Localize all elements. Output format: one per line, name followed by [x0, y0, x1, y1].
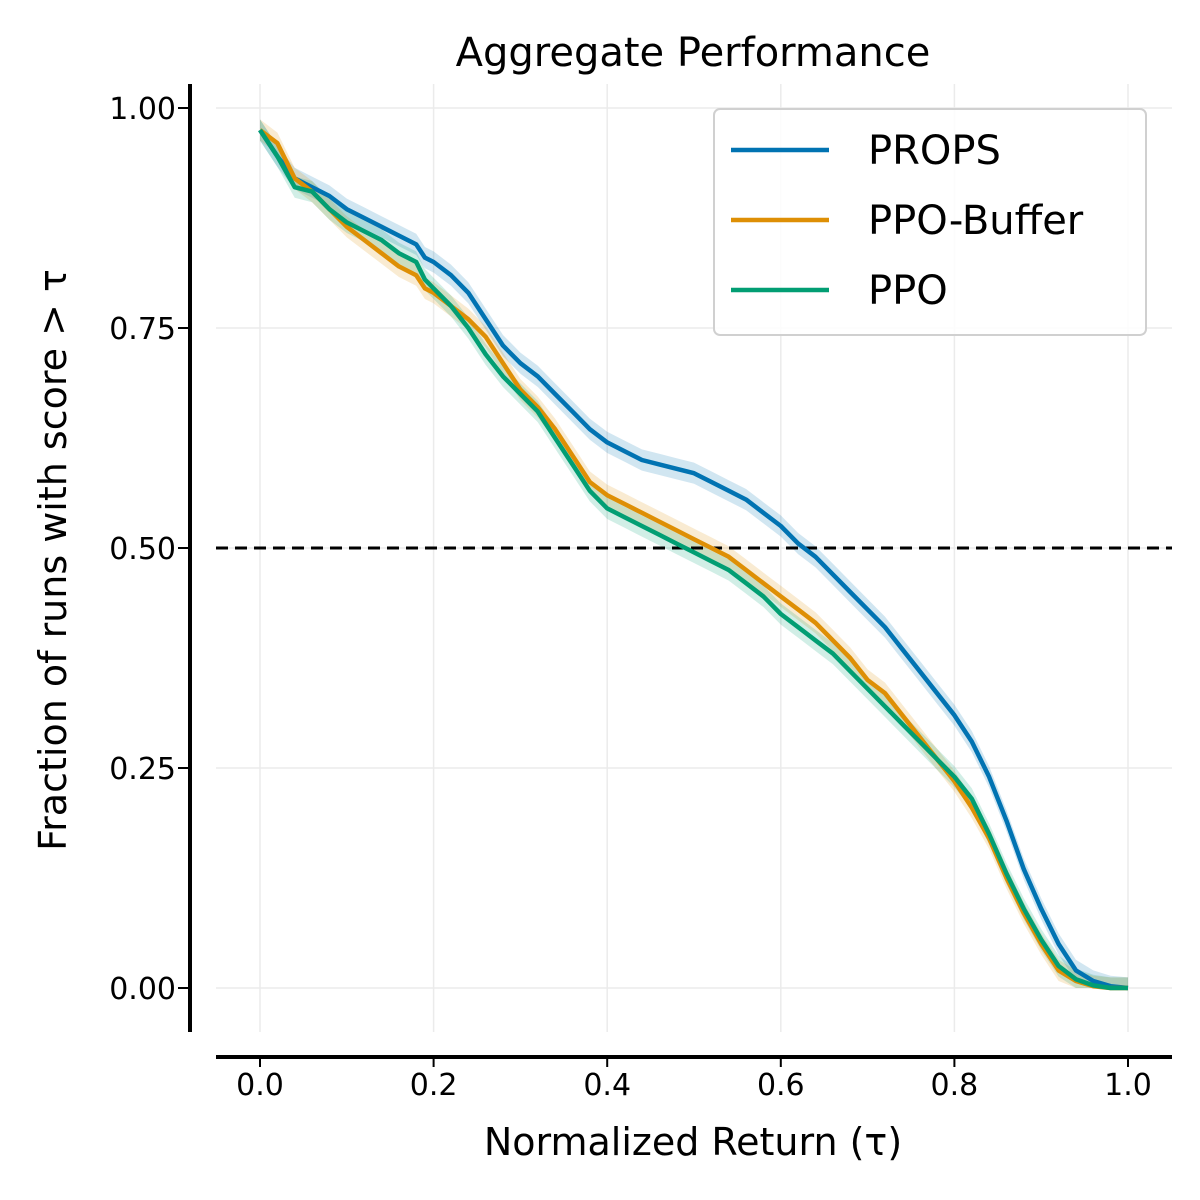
x-tick-label: 0.8	[931, 1068, 979, 1103]
legend-box	[713, 108, 1147, 336]
y-tick-label: 0.50	[109, 532, 176, 567]
x-tick-label: 1.0	[1104, 1068, 1152, 1103]
y-tick-label: 0.75	[109, 312, 176, 347]
y-axis-label: Fraction of runs with score > τ	[31, 269, 75, 851]
series-line-ppo	[258, 128, 1128, 991]
legend-label: PROPS	[868, 128, 1001, 174]
y-tick-label: 0.25	[109, 752, 176, 787]
legend-label: PPO	[868, 268, 948, 314]
band-ppo-buffer	[260, 119, 1128, 988]
y-tick-label: 0.00	[109, 972, 176, 1007]
legend-label: PPO-Buffer	[868, 198, 1084, 244]
x-tick-label: 0.0	[236, 1068, 284, 1103]
x-tick-label: 0.6	[757, 1068, 805, 1103]
series-lines	[258, 128, 1129, 991]
x-ticks: 0.0 0.2 0.4 0.6 0.8 1.0	[236, 1057, 1152, 1103]
series-line-ppo-buffer	[258, 128, 1128, 991]
y-ticks: 0.00 0.25 0.50 0.75 1.00	[109, 92, 190, 1007]
x-axis-label: Normalized Return (τ)	[484, 1120, 902, 1164]
series-line-props	[258, 128, 1129, 991]
band-props	[260, 119, 1128, 988]
x-tick-label: 0.2	[410, 1068, 458, 1103]
chart-title: Aggregate Performance	[456, 30, 931, 76]
x-tick-label: 0.4	[583, 1068, 631, 1103]
legend: PROPS PPO-Buffer PPO	[713, 108, 1147, 336]
y-tick-label: 1.00	[109, 92, 176, 127]
